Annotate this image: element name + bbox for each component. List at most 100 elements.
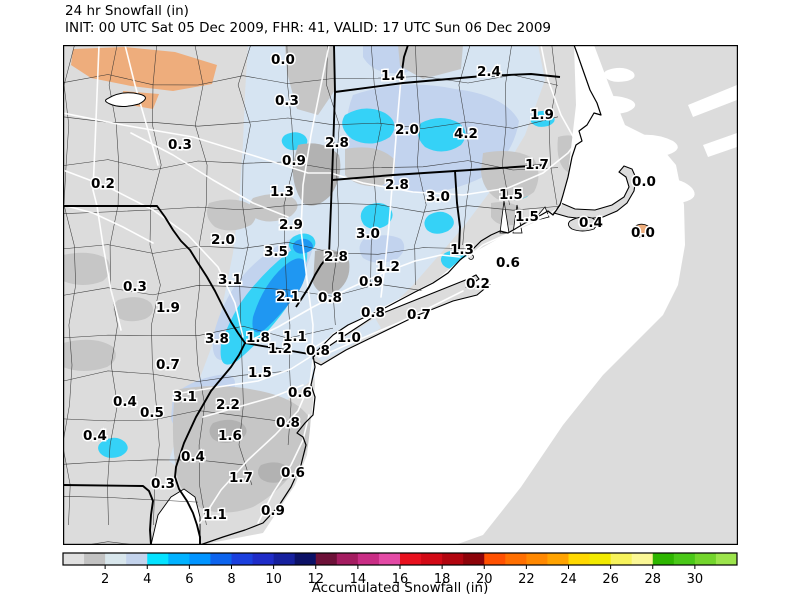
long-island: [312, 274, 491, 366]
snowfall-value-label: 2.9: [279, 217, 303, 233]
colorbar-tick-label: 22: [518, 572, 535, 587]
colorbar-segment: [189, 553, 211, 565]
county-line: [414, 45, 427, 286]
colorbar-segment: [147, 553, 169, 565]
county-line: [63, 459, 244, 466]
snowfall-value-label: 0.4: [579, 215, 603, 231]
snowfall-value-label: 3.1: [173, 389, 197, 405]
map-title: 24 hr Snowfall (in): [65, 3, 189, 19]
snowfall-value-label: 1.3: [270, 184, 294, 200]
colorbar-segment: [105, 553, 127, 565]
colorbar-segment: [252, 553, 275, 565]
snowfall-value-label: 0.3: [275, 93, 299, 109]
snowfall-value-label: 1.7: [229, 470, 253, 486]
snowfall-value-label: 2.0: [395, 122, 419, 138]
snowfall-value-label: 0.2: [466, 276, 490, 292]
colorbar-segment: [463, 553, 485, 565]
colorbar-tick-label: 20: [476, 572, 493, 587]
nantucket: [631, 223, 650, 238]
snowfall-value-label: 0.3: [168, 137, 192, 153]
snowfall-value-label: 2.8: [325, 135, 349, 151]
colorbar-segment: [526, 553, 548, 565]
snowfall-value-label: 1.9: [156, 300, 180, 316]
colorbar-segments: [63, 553, 738, 565]
county-line: [63, 202, 559, 214]
colorbar-segment: [652, 553, 675, 565]
snowfall-value-label: 1.5: [499, 187, 523, 203]
colorbar-tick-label: 2: [101, 572, 109, 587]
snowfall-value-label: 0.0: [271, 52, 295, 68]
colorbar-tick-label: 18: [434, 572, 451, 587]
snowfall-value-label: 0.4: [113, 394, 137, 410]
coastline: [199, 45, 602, 545]
snowfall-value-label: 0.9: [282, 153, 306, 169]
snowfall-value-label: 1.8: [246, 330, 270, 346]
ocean-white-patches: [588, 67, 737, 203]
snowfall-value-label: 3.8: [205, 331, 229, 347]
snowfall-value-label: 2.4: [477, 64, 501, 80]
state-boundaries: [63, 45, 561, 545]
colorbar-segment: [631, 553, 654, 565]
snowfall-value-label: 4.2: [454, 126, 478, 142]
snowfall-value-label: 0.8: [306, 343, 330, 359]
snowfall-value-label: 0.9: [359, 274, 383, 290]
county-line: [63, 496, 199, 503]
colorbar-segment: [421, 553, 443, 565]
colorbar-segment: [484, 553, 506, 565]
snowfall-value-label: 0.8: [318, 290, 342, 306]
snowfall-value-label: 0.8: [276, 415, 300, 431]
colorbar-tick-label: 4: [143, 572, 151, 587]
colorbar-tick-label: 12: [307, 572, 324, 587]
county-line: [283, 45, 295, 446]
highways: [63, 45, 592, 524]
snowfall-value-label: 0.0: [632, 174, 656, 190]
snowfall-value-label: 2.8: [385, 177, 409, 193]
marthas-vineyard: [567, 216, 597, 232]
snowfall-value-label: 0.8: [361, 305, 385, 321]
colorbar-segment: [378, 553, 401, 565]
snowfall-value-label: 1.1: [283, 329, 307, 345]
county-line: [63, 242, 469, 255]
colorbar-segment: [547, 553, 569, 565]
county-line: [502, 45, 512, 206]
colorbar-tick-label: 30: [687, 572, 704, 587]
snowfall-value-label: 1.2: [268, 341, 292, 357]
snowfall-value-label: 0.7: [156, 357, 180, 373]
county-line: [63, 159, 559, 171]
snowfall-value-labels: 0.0 1.4 2.4 0.3 1.9 0.3 2.8 2.0 4.2 0.2 0.9 1.3 2.8 3…: [82, 51, 658, 525]
snowfall-value-label: 1.9: [530, 107, 554, 123]
snowfall-value-label: 1.1: [203, 507, 227, 523]
model-init-valid-line: INIT: 00 UTC Sat 05 Dec 2009, FHR: 41, V…: [65, 20, 551, 36]
colorbar-tick-label: 28: [644, 572, 661, 587]
colorbar-segment: [357, 553, 380, 565]
snowfall-value-label: 0.5: [140, 405, 164, 421]
colorbar-segment: [400, 553, 422, 565]
colorbar-tick-label: 14: [350, 572, 367, 587]
colorbar-segment: [694, 553, 717, 565]
snowfall-value-label: 0.7: [407, 307, 431, 323]
colorbar-segment: [715, 553, 738, 565]
snowfall-value-label: 3.0: [426, 189, 450, 205]
snowfall-value-label: 1.0: [337, 330, 361, 346]
colorbar-segment: [673, 553, 696, 565]
colorbar-segment: [315, 553, 338, 565]
snowfall-value-label: 2.1: [276, 289, 300, 305]
snowfall-value-label: 2.8: [324, 249, 348, 265]
colorbar-tick-labels: 2 4 6 8 10 12 14 16 18 20 22 24 26 28 30: [101, 565, 703, 587]
snowfall-value-label: 1.5: [248, 365, 272, 381]
colorbar-segment: [336, 553, 359, 565]
snowfall-value-label: 0.9: [261, 503, 285, 519]
colorbar: 2 4 6 8 10 12 14 16 18 20 22 24 26 28 30: [62, 552, 738, 587]
county-line: [63, 370, 289, 382]
county-line: [194, 45, 208, 526]
colorbar-segment: [294, 553, 317, 565]
snowfall-value-label: 0.4: [83, 428, 107, 444]
colorbar-tick-label: 8: [227, 572, 235, 587]
colorbar-segment: [610, 553, 633, 565]
snowfall-value-label: 1.2: [376, 259, 400, 275]
snowfall-value-label: 3.5: [264, 244, 288, 260]
colorbar-segment: [273, 553, 296, 565]
county-line: [326, 45, 340, 326]
colorbar-segment: [168, 553, 190, 565]
